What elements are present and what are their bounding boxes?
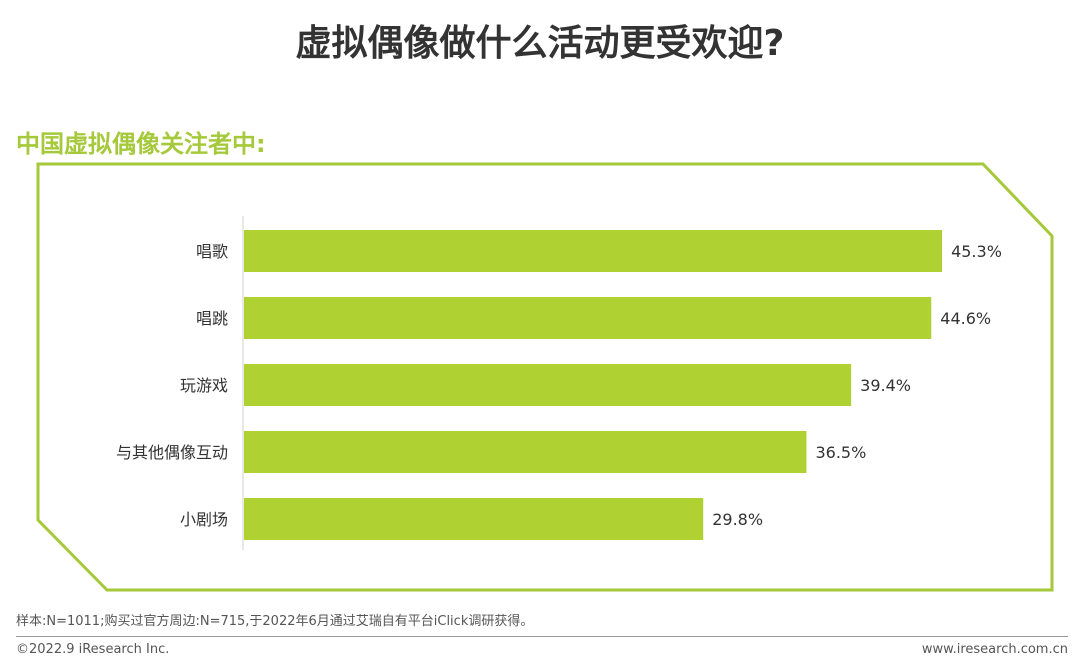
bar-2	[244, 364, 852, 406]
sample-footnote: 样本:N=1011;购买过官方周边:N=715,于2022年6月通过艾瑞自有平台…	[16, 614, 534, 629]
value-label-3: 36.5%	[815, 443, 866, 462]
category-label-2: 玩游戏	[180, 376, 228, 395]
category-label-4: 小剧场	[180, 510, 228, 529]
chart-frame	[36, 162, 1054, 592]
website-link[interactable]: www.iresearch.com.cn	[921, 642, 1068, 657]
chart-subtitle: 中国虚拟偶像关注者中:	[16, 130, 266, 158]
bar-3	[244, 431, 807, 473]
bar-1	[244, 297, 932, 339]
category-label-1: 唱跳	[196, 309, 228, 328]
value-label-2: 39.4%	[860, 376, 911, 395]
copyright-text: ©2022.9 iResearch Inc.	[16, 642, 170, 657]
bars-layer: 唱歌 45.3% 唱跳 44.6% 玩游戏 39.4% 与其他偶像互动 36.5% 小剧场 29.…	[116, 230, 1002, 540]
value-label-1: 44.6%	[940, 309, 991, 328]
footer-divider	[16, 636, 1068, 637]
value-label-0: 45.3%	[951, 242, 1002, 261]
category-label-0: 唱歌	[196, 242, 228, 261]
value-label-4: 29.8%	[712, 510, 763, 529]
bar-4	[244, 498, 704, 540]
bar-0	[244, 230, 943, 272]
category-label-3: 与其他偶像互动	[116, 443, 228, 462]
page-title: 虚拟偶像做什么活动更受欢迎?	[295, 23, 785, 64]
